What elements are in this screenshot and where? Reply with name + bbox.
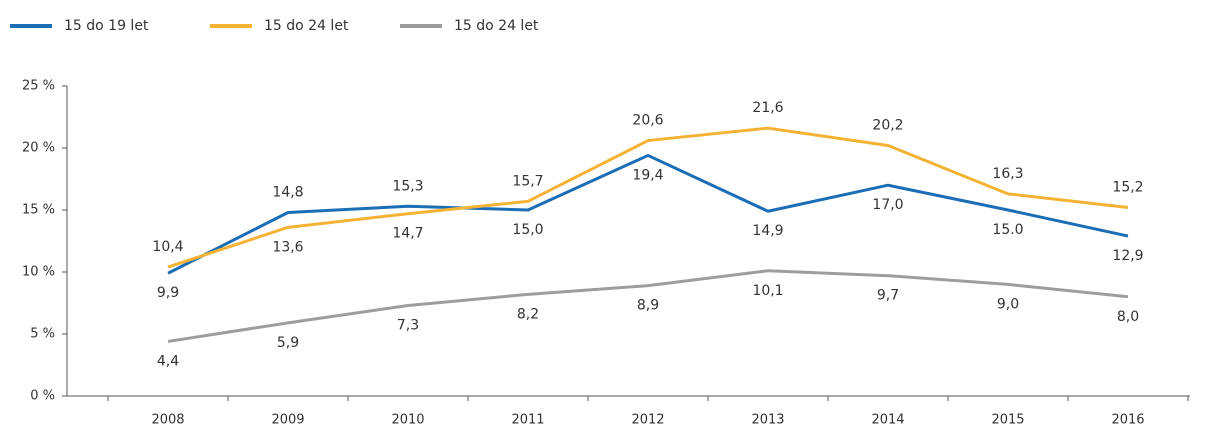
data-label: 5,9	[277, 335, 299, 351]
series-line	[167, 153, 1129, 275]
y-tick-label: 10 %	[22, 265, 55, 280]
y-tick-label: 20 %	[22, 141, 55, 156]
x-tick-label: 2010	[391, 413, 424, 428]
x-tick-label: 2015	[991, 413, 1024, 428]
x-tick-label: 2016	[1111, 413, 1144, 428]
x-tick-label: 2012	[631, 413, 664, 428]
legend-label: 15 do 19 let	[64, 18, 149, 34]
y-tick-label: 25 %	[22, 79, 55, 94]
x-tick-label: 2008	[151, 413, 184, 428]
data-label: 7,3	[397, 317, 419, 333]
data-label: 9,9	[157, 285, 179, 301]
y-tick-label: 5 %	[30, 327, 55, 342]
series-line	[167, 269, 1129, 343]
data-label: 15,7	[512, 173, 543, 189]
data-label: 13,6	[272, 239, 303, 255]
y-tick-label: 0 %	[30, 389, 55, 404]
data-label: 20,6	[632, 113, 663, 129]
data-label: 9,0	[997, 296, 1019, 312]
data-label: 15,3	[392, 178, 423, 194]
data-label: 20,2	[872, 118, 903, 134]
data-label: 12,9	[1112, 248, 1143, 264]
data-label: 10,4	[152, 239, 183, 255]
data-label: 4,4	[157, 353, 179, 369]
data-label: 8,2	[517, 306, 539, 322]
data-label: 14,9	[752, 223, 783, 239]
data-label: 14,8	[272, 184, 303, 200]
data-label: 9,7	[877, 288, 899, 304]
x-tick-label: 2014	[871, 413, 904, 428]
data-label: 21,6	[752, 100, 783, 116]
data-label: 15.0	[992, 222, 1023, 238]
y-tick-label: 15 %	[22, 203, 55, 218]
data-label: 8,9	[637, 298, 659, 314]
data-label: 17,0	[872, 197, 903, 213]
x-tick-label: 2009	[271, 413, 304, 428]
x-tick-label: 2013	[751, 413, 784, 428]
x-tick-label: 2011	[511, 413, 544, 428]
legend-label: 15 do 24 let	[264, 18, 349, 34]
data-label: 19,4	[632, 167, 663, 183]
data-label: 14,7	[392, 226, 423, 242]
legend-label: 15 do 24 let	[454, 18, 539, 34]
data-label: 10,1	[752, 283, 783, 299]
series-line	[167, 126, 1129, 269]
data-label: 8,0	[1117, 309, 1139, 325]
data-label: 15,2	[1112, 180, 1143, 196]
data-label: 16,3	[992, 166, 1023, 182]
data-label: 15,0	[512, 222, 543, 238]
